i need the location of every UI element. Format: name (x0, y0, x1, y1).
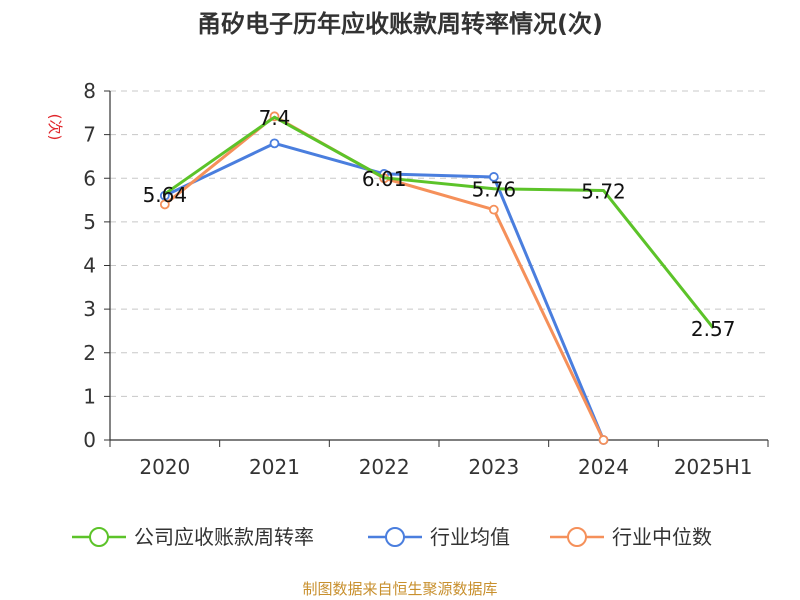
legend-item-1: 行业均值 (368, 525, 510, 549)
y-tick-label: 0 (83, 428, 96, 452)
legend-marker (89, 527, 109, 547)
y-tick-label: 1 (83, 384, 96, 408)
y-tick-label: 4 (83, 254, 96, 278)
data-point (488, 172, 499, 182)
legend-marker (385, 527, 405, 547)
data-point (159, 199, 170, 210)
source-note: 制图数据来自恒生聚源数据库 (302, 580, 497, 598)
x-tick-label: 2025H1 (674, 455, 753, 479)
data-point (269, 138, 280, 149)
data-labels: 5.64 7.4 6.01 5.76 5.72 2.57 (143, 106, 736, 341)
series-line (163, 115, 715, 329)
legend: 公司应收账款周转率 行业均值 行业中位数 (72, 525, 712, 549)
data-label: 6.01 (362, 167, 407, 191)
y-tick-label: 3 (83, 297, 96, 321)
x-tick-label: 2022 (359, 455, 410, 479)
data-label: 5.72 (581, 179, 626, 203)
y-tick-label: 7 (83, 123, 96, 147)
x-tick-label: 2024 (578, 455, 629, 479)
data-label: 5.64 (143, 183, 188, 207)
data-point (598, 435, 609, 445)
axes (104, 90, 769, 447)
x-tick-label: 2021 (249, 455, 300, 479)
legend-item-0: 公司应收账款周转率 (72, 525, 314, 549)
y-tick-label: 2 (83, 341, 96, 365)
y-axis-label: (次) (46, 114, 64, 141)
data-point (488, 204, 499, 215)
legend-label: 公司应收账款周转率 (134, 525, 314, 549)
y-tick-label: 5 (83, 210, 96, 234)
series-lines (159, 111, 715, 445)
x-tick-label: 2020 (139, 455, 190, 479)
y-tick-label: 8 (83, 79, 96, 103)
legend-label: 行业中位数 (612, 525, 712, 549)
chart-title: 甬矽电子历年应收账款周转率情况(次) (197, 10, 603, 38)
series-2 (159, 111, 609, 445)
data-label: 2.57 (691, 317, 736, 341)
y-tick-label: 6 (83, 166, 96, 190)
data-label: 5.76 (472, 178, 517, 202)
x-tick-label: 2023 (468, 455, 519, 479)
data-label: 7.4 (259, 106, 291, 130)
series-0 (163, 115, 715, 329)
tick-labels: 0 1 2 3 4 5 6 7 8 2020 2021 2022 2023 2024 2025H1 (83, 79, 752, 479)
legend-label: 行业均值 (430, 525, 510, 549)
legend-item-2: 行业中位数 (550, 525, 712, 549)
grid-lines (110, 90, 768, 397)
legend-marker (567, 527, 587, 547)
